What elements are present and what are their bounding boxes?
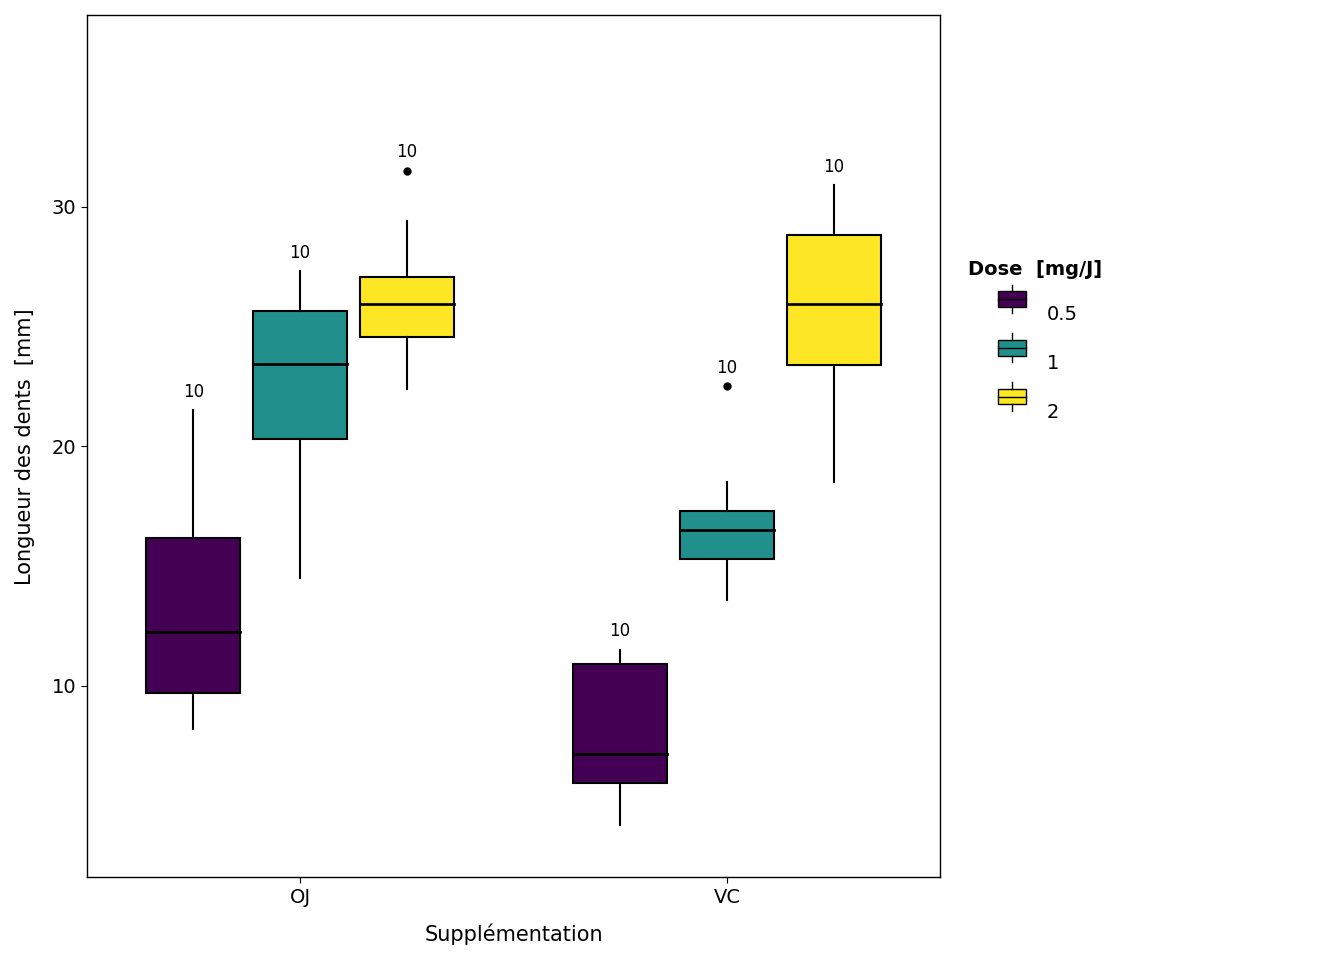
Text: 10: 10 bbox=[823, 157, 844, 176]
Bar bbox=[574, 664, 667, 782]
Bar bbox=[146, 538, 241, 693]
Text: 10: 10 bbox=[183, 383, 204, 400]
Text: 10: 10 bbox=[610, 622, 630, 640]
Y-axis label: Longueur des dents  [mm]: Longueur des dents [mm] bbox=[15, 308, 35, 585]
Text: 10: 10 bbox=[289, 244, 310, 262]
Text: 10: 10 bbox=[716, 359, 738, 376]
Text: 10: 10 bbox=[396, 143, 418, 161]
Bar bbox=[680, 511, 774, 560]
Bar bbox=[360, 276, 454, 337]
Legend: 0.5, 1, 2: 0.5, 1, 2 bbox=[958, 251, 1111, 435]
Bar bbox=[786, 235, 880, 366]
Bar bbox=[253, 311, 347, 439]
X-axis label: Supplémentation: Supplémentation bbox=[425, 924, 603, 945]
